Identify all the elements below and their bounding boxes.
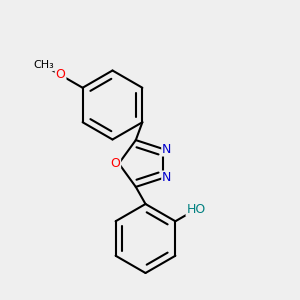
Text: HO: HO xyxy=(187,203,206,216)
Text: O: O xyxy=(56,68,65,82)
Text: N: N xyxy=(162,172,172,184)
Text: O: O xyxy=(110,157,120,170)
Text: CH₃: CH₃ xyxy=(33,60,54,70)
Text: N: N xyxy=(162,142,172,155)
